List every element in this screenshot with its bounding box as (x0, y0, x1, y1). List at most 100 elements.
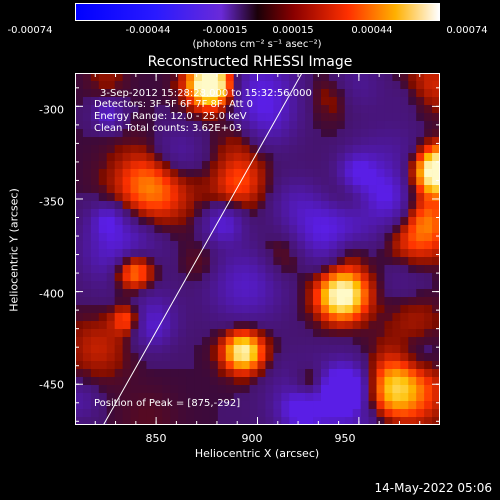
heatmap-cell (376, 233, 385, 242)
heatmap-cell (392, 73, 401, 82)
heatmap-cell (217, 305, 227, 314)
heatmap-cell (114, 177, 123, 186)
heatmap-cell (114, 241, 123, 250)
heatmap-cell (138, 161, 147, 170)
heatmap-cell (194, 377, 203, 386)
heatmap-cell (265, 289, 274, 298)
heatmap-cell (186, 177, 195, 186)
heatmap-cell (209, 161, 219, 170)
heatmap-cell (384, 81, 393, 90)
heatmap-cell (352, 265, 362, 274)
heatmap-cell (186, 145, 195, 154)
heatmap-cell (281, 193, 290, 202)
heatmap-cell (328, 385, 338, 394)
heatmap-cell (392, 305, 401, 314)
heatmap-cell (98, 201, 108, 210)
heatmap-cell (186, 121, 195, 130)
heatmap-cell (249, 153, 258, 162)
heatmap-cell (305, 385, 314, 394)
heatmap-cell (90, 249, 100, 258)
heatmap-cell (384, 289, 393, 298)
heatmap-cell (130, 265, 139, 274)
heatmap-cell (138, 385, 147, 394)
heatmap-cell (114, 257, 123, 266)
heatmap-cell (146, 121, 155, 130)
heatmap-cell (368, 177, 377, 186)
heatmap-cell (344, 385, 354, 394)
heatmap-cell (201, 377, 211, 386)
heatmap-cell (424, 233, 433, 242)
heatmap-cell (376, 209, 385, 218)
heatmap-cell (424, 409, 433, 418)
heatmap-cell (368, 321, 377, 330)
heatmap-cell (82, 417, 92, 425)
colorbar-tick: -0.00074 (7, 25, 53, 36)
heatmap-cell (424, 305, 433, 314)
heatmap-cell (400, 417, 409, 425)
heatmap-cell (122, 161, 131, 170)
heatmap-cell (384, 329, 393, 338)
heatmap-cell (138, 169, 147, 178)
heatmap-cell (170, 161, 179, 170)
heatmap-cell (328, 193, 338, 202)
heatmap-cell (328, 161, 338, 170)
heatmap-cell (297, 185, 306, 194)
heatmap-cell (416, 401, 425, 410)
heatmap-cell (233, 265, 243, 274)
heatmap-cell (352, 145, 362, 154)
heatmap-cell (98, 233, 108, 242)
heatmap-cell (297, 289, 306, 298)
heatmap-cell (90, 329, 100, 338)
heatmap-cell (146, 313, 155, 322)
heatmap-cell (392, 153, 401, 162)
heatmap-cell (233, 201, 243, 210)
heatmap-cell (384, 377, 393, 386)
heatmap-cell (122, 273, 131, 282)
heatmap-cell (360, 217, 369, 226)
heatmap-cell (170, 409, 179, 418)
heatmap-cell (194, 337, 203, 346)
heatmap-cell (432, 177, 440, 186)
heatmap-cell (241, 321, 250, 330)
heatmap-cell (320, 225, 330, 234)
heatmap-cell (122, 281, 131, 290)
heatmap-cell (82, 209, 92, 218)
heatmap-cell (82, 361, 92, 370)
heatmap-cell (416, 385, 425, 394)
heatmap-cell (186, 81, 195, 90)
heatmap-cell (328, 257, 338, 266)
heatmap-cell (241, 353, 250, 362)
heatmap-cell (360, 337, 369, 346)
heatmap-cell (384, 297, 393, 306)
heatmap-cell (162, 393, 171, 402)
heatmap-cell (384, 337, 393, 346)
heatmap-cell (233, 241, 243, 250)
heatmap-cell (194, 161, 203, 170)
heatmap-cell (305, 289, 314, 298)
heatmap-cell (384, 185, 393, 194)
heatmap-cell (82, 225, 92, 234)
heatmap-cell (154, 321, 163, 330)
heatmap-cell (130, 113, 139, 122)
heatmap-cell (146, 281, 155, 290)
heatmap-cell (400, 273, 409, 282)
heatmap-cell (273, 201, 282, 210)
heatmap-cell (82, 169, 92, 178)
heatmap-cell (416, 217, 425, 226)
heatmap-cell (209, 305, 219, 314)
heatmap-cell (98, 81, 108, 90)
heatmap-cell (336, 129, 346, 138)
energy-annotation: Energy Range: 12.0 - 25.0 keV (94, 111, 247, 122)
heatmap-cell (194, 401, 203, 410)
heatmap-cell (336, 177, 346, 186)
heatmap-cell (416, 81, 425, 90)
heatmap-cell (265, 129, 274, 138)
heatmap-cell (281, 249, 290, 258)
heatmap-cell (273, 121, 282, 130)
heatmap-cell (194, 393, 203, 402)
heatmap-cell (313, 297, 322, 306)
heatmap-cell (217, 97, 227, 106)
heatmap-cell (146, 129, 155, 138)
heatmap-cell (186, 329, 195, 338)
heatmap-cell (75, 225, 84, 234)
